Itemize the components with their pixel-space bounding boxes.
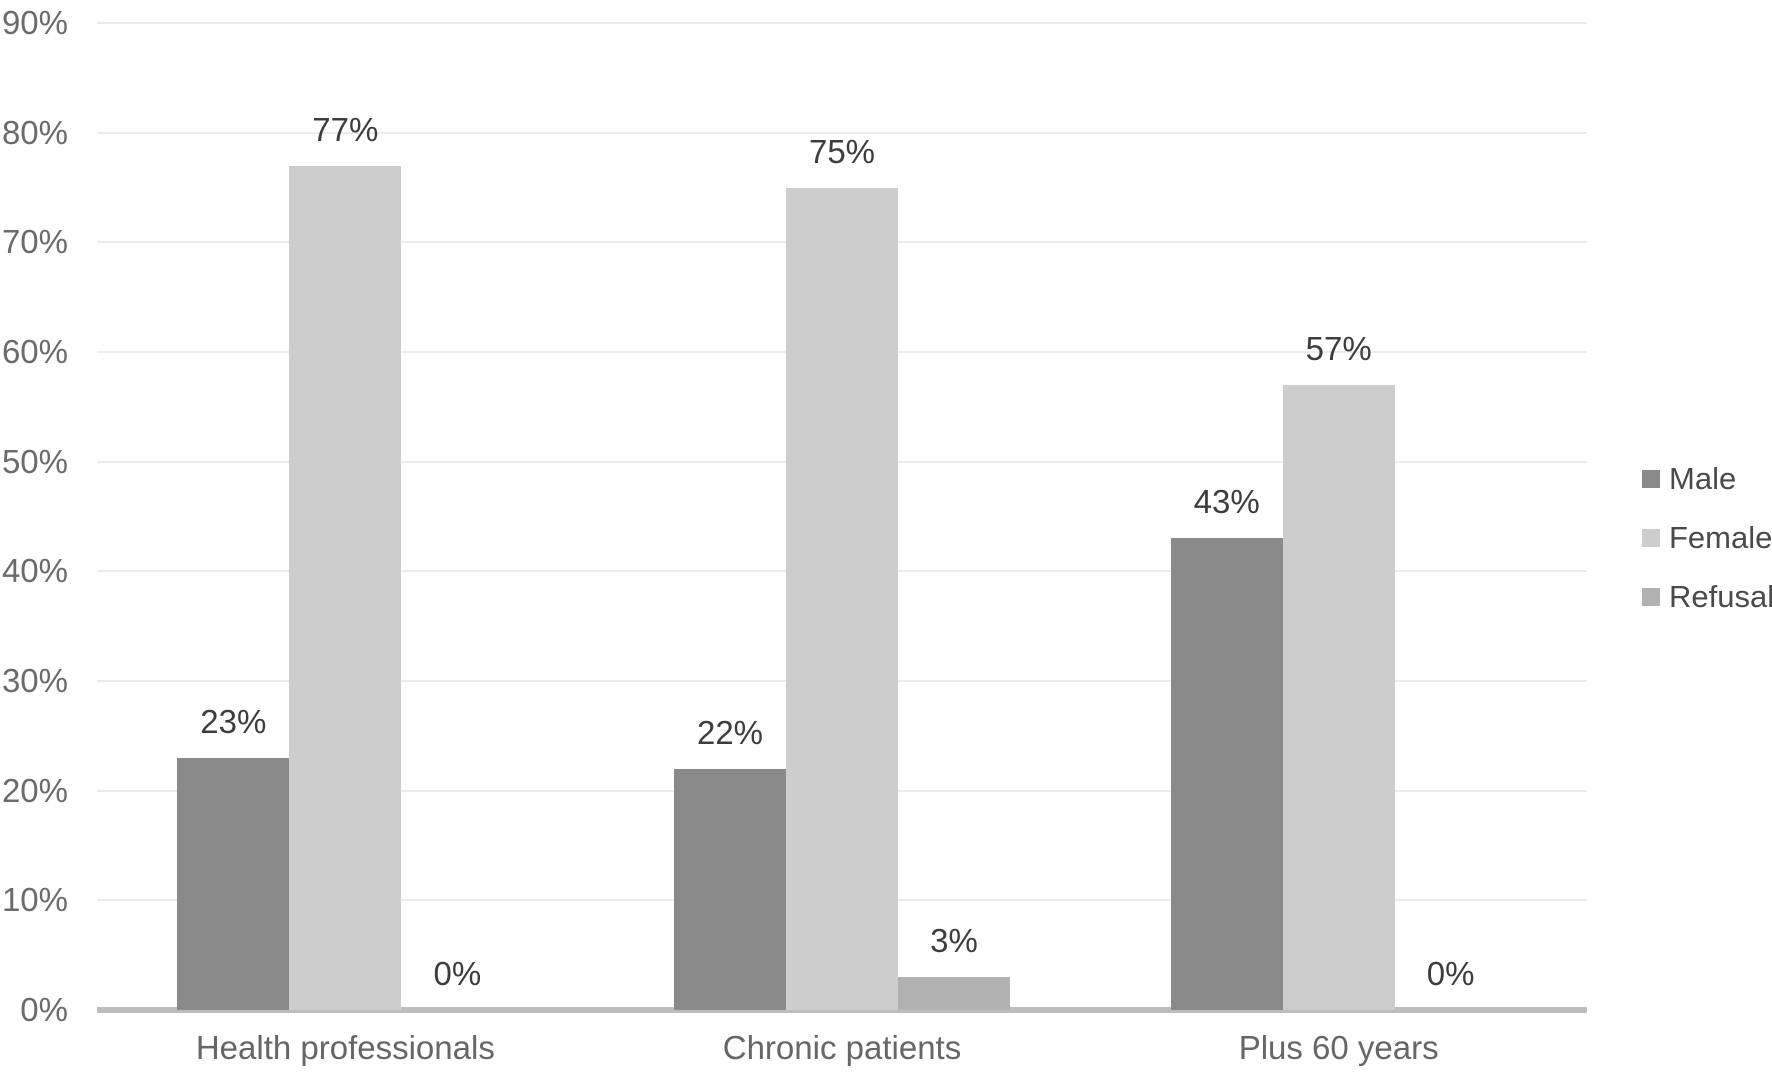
bar-male (1170, 538, 1283, 1010)
data-label: 0% (1426, 955, 1475, 992)
legend-label: Male (1669, 461, 1737, 496)
data-label: 43% (1193, 483, 1260, 521)
legend-item-refusal: Refusal (1642, 579, 1772, 615)
bar-male (177, 757, 290, 1010)
gridline (97, 131, 1587, 134)
x-axis-line (97, 1007, 1587, 1013)
data-label: 22% (696, 713, 764, 751)
bar-female (1282, 384, 1395, 1010)
legend-swatch-male-icon (1642, 470, 1660, 488)
y-axis-tick-label: 40% (1, 552, 68, 590)
category-label: Health professionals (195, 1029, 495, 1066)
legend-label: Refusal (1669, 579, 1772, 614)
bar-female (289, 165, 402, 1010)
y-axis-tick-label: 10% (1, 881, 68, 919)
y-axis-tick-label: 20% (1, 771, 68, 809)
gridline (97, 22, 1587, 24)
bar-male (674, 768, 786, 1010)
data-label: 75% (808, 132, 876, 170)
data-label: 77% (312, 110, 379, 148)
y-axis-tick-label: 30% (1, 662, 68, 699)
data-label: 3% (930, 922, 978, 960)
legend-item-female: Female (1642, 520, 1772, 556)
legend-label: Female (1669, 520, 1772, 555)
y-axis-tick-label: 90% (1, 4, 68, 41)
data-label: 57% (1305, 329, 1372, 367)
legend-item-male: Male (1642, 461, 1772, 497)
data-label: 23% (200, 702, 267, 740)
y-axis-tick-label: 0% (20, 991, 68, 1028)
legend: Male Female Refusal (1642, 461, 1772, 615)
bar-refusal (898, 977, 1010, 1010)
category-label: Plus 60 years (1238, 1029, 1439, 1066)
legend-swatch-female-icon (1642, 529, 1660, 547)
y-axis-tick-label: 50% (1, 442, 68, 480)
category-label: Chronic patients (722, 1029, 962, 1066)
y-axis-tick-label: 80% (1, 113, 68, 151)
y-axis-tick-label: 70% (1, 223, 68, 261)
data-label: 0% (433, 955, 482, 992)
bar-female (786, 187, 898, 1010)
y-axis-tick-label: 60% (1, 333, 68, 370)
legend-swatch-refusal-icon (1642, 588, 1660, 606)
